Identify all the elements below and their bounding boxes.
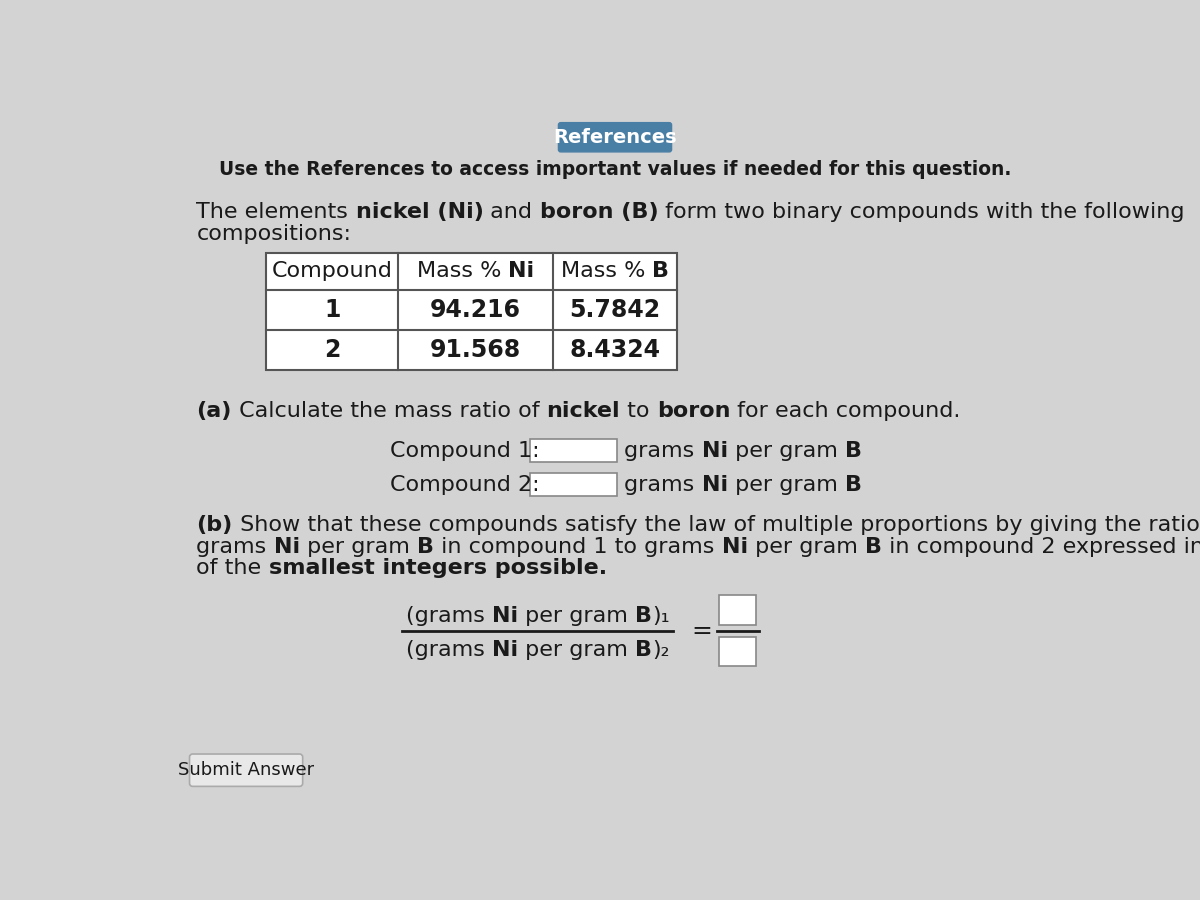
- Text: smallest integers possible.: smallest integers possible.: [269, 558, 607, 579]
- Text: 5.7842: 5.7842: [570, 298, 660, 321]
- Text: B: B: [653, 261, 670, 281]
- Text: 2: 2: [324, 338, 341, 362]
- Bar: [719, 637, 756, 666]
- Text: per gram: per gram: [748, 537, 865, 557]
- Text: Compound 1:: Compound 1:: [390, 441, 540, 461]
- Text: grams: grams: [197, 537, 274, 557]
- Text: Calculate the mass ratio of: Calculate the mass ratio of: [232, 400, 547, 420]
- Text: B: B: [845, 474, 862, 494]
- Text: Mass %: Mass %: [416, 261, 508, 281]
- Text: )₂: )₂: [652, 640, 670, 660]
- Text: Compound: Compound: [271, 261, 392, 281]
- Bar: [529, 473, 617, 496]
- Text: per gram: per gram: [728, 441, 845, 461]
- Text: (grams: (grams: [406, 640, 492, 660]
- Text: B: B: [635, 640, 652, 660]
- FancyBboxPatch shape: [190, 754, 302, 787]
- Bar: [529, 439, 617, 463]
- Text: grams: grams: [624, 441, 702, 461]
- Text: The elements: The elements: [197, 202, 355, 222]
- Bar: [719, 596, 756, 625]
- Text: 1: 1: [324, 298, 341, 321]
- Text: (a): (a): [197, 400, 232, 420]
- Text: B: B: [865, 537, 882, 557]
- Text: in compound 1 to grams: in compound 1 to grams: [434, 537, 721, 557]
- Text: Show that these compounds satisfy the law of multiple proportions by giving the : Show that these compounds satisfy the la…: [233, 516, 1200, 536]
- Text: Ni: Ni: [702, 474, 728, 494]
- Text: Ni: Ni: [274, 537, 300, 557]
- Text: References: References: [553, 128, 677, 147]
- Text: form two binary compounds with the following: form two binary compounds with the follo…: [658, 202, 1184, 222]
- Text: to: to: [620, 400, 656, 420]
- Text: 91.568: 91.568: [430, 338, 521, 362]
- Text: B: B: [845, 441, 862, 461]
- Text: in compound 2 expressed in terms: in compound 2 expressed in terms: [882, 537, 1200, 557]
- Text: and: and: [484, 202, 540, 222]
- Text: for each compound.: for each compound.: [731, 400, 961, 420]
- Text: )₁: )₁: [652, 607, 670, 626]
- Text: Ni: Ni: [492, 607, 518, 626]
- Text: per gram: per gram: [300, 537, 418, 557]
- Text: Compound 2:: Compound 2:: [390, 474, 540, 494]
- Text: 8.4324: 8.4324: [570, 338, 660, 362]
- Bar: [266, 253, 677, 370]
- Text: Submit Answer: Submit Answer: [178, 761, 314, 779]
- Text: per gram: per gram: [518, 607, 635, 626]
- Text: grams: grams: [624, 474, 702, 494]
- Text: B: B: [418, 537, 434, 557]
- Text: Ni: Ni: [702, 441, 728, 461]
- Text: per gram: per gram: [518, 640, 635, 660]
- Text: =: =: [691, 619, 712, 643]
- Text: nickel (Ni): nickel (Ni): [355, 202, 484, 222]
- Text: boron (B): boron (B): [540, 202, 658, 222]
- Text: 94.216: 94.216: [430, 298, 521, 321]
- Text: compositions:: compositions:: [197, 223, 352, 244]
- Text: (grams: (grams: [406, 607, 492, 626]
- Text: nickel: nickel: [547, 400, 620, 420]
- Text: Use the References to access important values if needed for this question.: Use the References to access important v…: [218, 160, 1012, 179]
- Text: Ni: Ni: [508, 261, 534, 281]
- FancyBboxPatch shape: [558, 122, 672, 152]
- Text: boron: boron: [656, 400, 731, 420]
- Text: of the: of the: [197, 558, 269, 579]
- Text: Ni: Ni: [721, 537, 748, 557]
- Text: B: B: [635, 607, 652, 626]
- Text: (b): (b): [197, 516, 233, 536]
- Text: per gram: per gram: [728, 474, 845, 494]
- Text: Mass %: Mass %: [560, 261, 653, 281]
- Text: Ni: Ni: [492, 640, 518, 660]
